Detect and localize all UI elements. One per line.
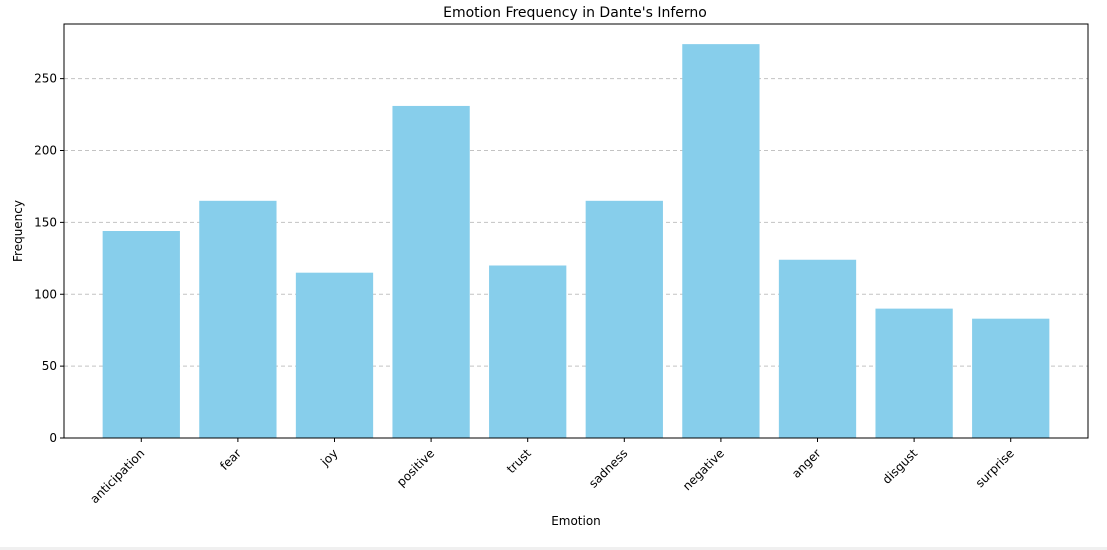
bar-anger: [778, 259, 857, 438]
bar-joy: [295, 272, 374, 438]
bottom-divider: [0, 547, 1107, 550]
bar-anticipation: [102, 231, 180, 438]
chart-title: Emotion Frequency in Dante's Inferno: [443, 5, 707, 21]
bar-surprise: [972, 318, 1050, 438]
x-tick-label-negative: negative: [680, 446, 727, 493]
x-tick-label-surprise: surprise: [973, 446, 1017, 490]
y-axis-title: Frequency: [11, 200, 25, 262]
bar-positive: [392, 105, 470, 438]
y-tick-label: 200: [34, 144, 57, 158]
x-tick-label-disgust: disgust: [880, 446, 921, 487]
bar-disgust: [875, 308, 953, 438]
bar-trust: [489, 265, 567, 438]
plot-frame: [63, 23, 1089, 439]
x-axis-title: Emotion: [551, 514, 601, 528]
x-tick-label-positive: positive: [394, 446, 437, 489]
y-tick-label: 50: [42, 359, 57, 373]
y-tick-label: 250: [34, 72, 57, 86]
bar-negative: [682, 44, 760, 438]
x-tick-label-anticipation: anticipation: [87, 446, 147, 506]
x-tick-label-sadness: sadness: [586, 446, 630, 490]
bars: [102, 44, 1050, 438]
x-tick-label-anger: anger: [789, 446, 824, 481]
y-tick-label: 0: [49, 431, 57, 445]
x-tick-label-fear: fear: [217, 446, 244, 473]
x-tick-label-joy: joy: [317, 446, 340, 469]
x-axis: anticipation fear joy positive trust sadness n…: [87, 438, 1017, 506]
x-tick-label-trust: trust: [504, 446, 534, 476]
y-tick-label: 100: [34, 287, 57, 301]
y-axis: 0 50 100 150 200 250: [34, 72, 64, 445]
y-tick-label: 150: [34, 215, 57, 229]
bar-sadness: [585, 200, 663, 438]
bar-fear: [199, 200, 277, 438]
